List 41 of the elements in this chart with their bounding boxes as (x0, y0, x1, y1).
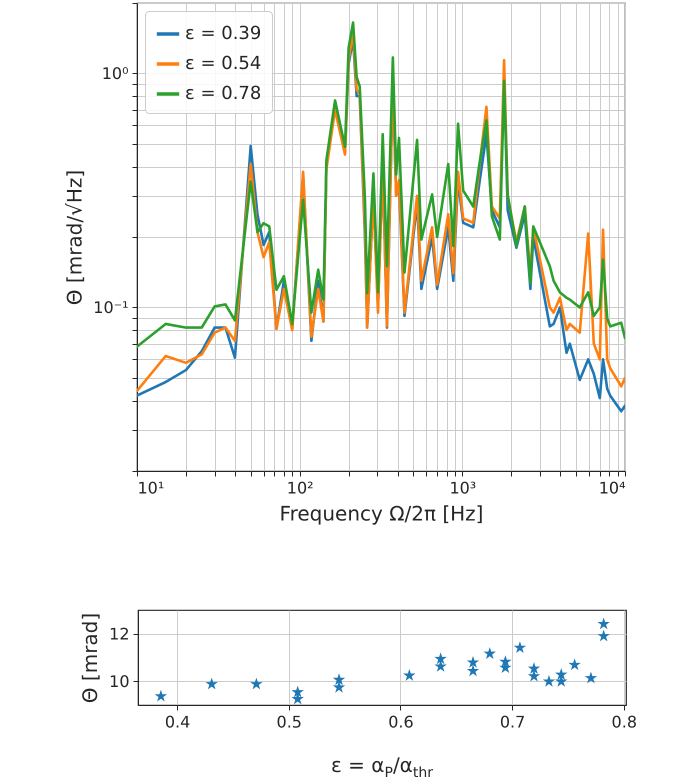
legend-label: ε = 0.78 (185, 83, 262, 104)
x-tick-label: 10¹ (138, 478, 164, 498)
y-tick-label: 12 (109, 624, 130, 644)
point (332, 673, 346, 686)
point (514, 641, 526, 654)
point (484, 647, 496, 659)
point (555, 668, 568, 680)
point (434, 652, 447, 664)
y-tick-label: 10 (109, 672, 130, 691)
x-tick-label: 10² (286, 478, 314, 498)
x-axis-title: ε = α$_{P}$/α$_{thr}$ (330, 753, 434, 779)
x-tick-label: 10⁴ (598, 478, 626, 498)
legend-label: ε = 0.39 (185, 23, 262, 44)
point (542, 674, 556, 687)
point (466, 664, 480, 676)
y-axis-title: Θ [mrad] (78, 612, 102, 704)
x-tick-label: 0.6 (388, 712, 414, 732)
point (528, 670, 540, 682)
point (466, 656, 480, 668)
point (528, 662, 540, 674)
point (250, 678, 263, 690)
legend-label: ε = 0.54 (185, 53, 262, 74)
point (568, 658, 581, 670)
point (291, 686, 304, 698)
point (332, 680, 346, 693)
point (584, 672, 598, 684)
point (597, 630, 610, 642)
y-axis-title: Θ [mrad/√Hz] (62, 170, 86, 306)
x-axis-title: Frequency Ω/2π [Hz] (280, 502, 484, 526)
x-tick-label: 10³ (449, 478, 476, 498)
point (403, 669, 416, 681)
point (206, 678, 218, 690)
x-tick-label: 0.7 (500, 712, 526, 732)
y-tick-label: 10⁰ (102, 64, 128, 83)
y-tick-label: 10⁻¹ (93, 298, 128, 317)
x-tick-label: 0.4 (164, 712, 190, 732)
x-tick-label: 0.8 (612, 712, 637, 732)
point (154, 690, 168, 702)
point (597, 617, 610, 630)
x-tick-label: 0.5 (276, 712, 302, 732)
point (434, 660, 447, 672)
